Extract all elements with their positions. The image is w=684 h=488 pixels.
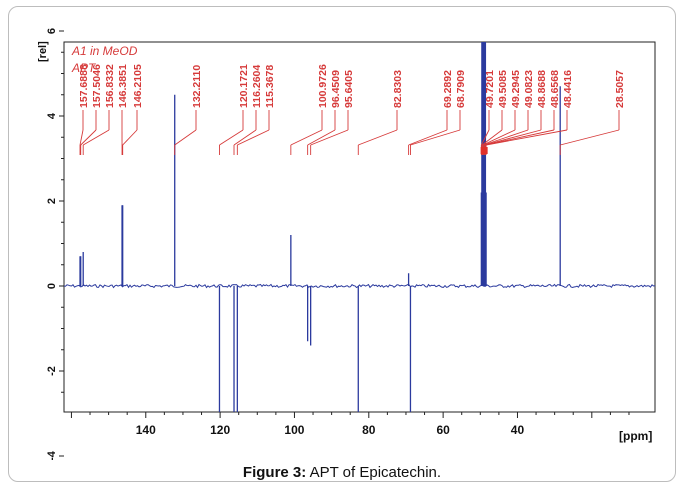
- y-tick-label: 2: [46, 198, 58, 204]
- x-tick-label: 60: [436, 423, 450, 437]
- peak-label-leader: [174, 129, 197, 146]
- peak-label-leader: [233, 129, 257, 146]
- peak-label-leader: [290, 129, 323, 146]
- peak-label-leader: [237, 129, 270, 146]
- y-tick-label: -2: [46, 366, 58, 376]
- x-tick-label: 140: [136, 423, 156, 437]
- peak-label-leader: [483, 129, 529, 146]
- peak-label: 82.8303: [392, 70, 404, 108]
- peak-label: 95.6405: [343, 70, 355, 108]
- peak-label: 116.2604: [251, 65, 263, 108]
- peak-label-leader: [485, 129, 555, 146]
- peak-label-leader: [481, 129, 503, 146]
- x-tick-label: 120: [210, 423, 230, 437]
- peak-label: 48.4416: [562, 70, 574, 108]
- peak-label-leader: [410, 129, 461, 146]
- peak-label: 68.7909: [455, 70, 467, 108]
- peak-label-leader: [310, 129, 349, 146]
- peak-label: 156.8332: [104, 64, 116, 108]
- figure-label: Figure 3:: [242, 464, 307, 481]
- peak-label-leader: [486, 129, 568, 146]
- peak-label-leader: [79, 129, 84, 146]
- baseline-noise: [63, 283, 656, 289]
- sample-label: A1 in MeOD: [71, 44, 138, 58]
- peak-label: 132.2110: [191, 65, 203, 108]
- x-tick-label: 40: [511, 423, 525, 437]
- peak-label: 146.3851: [117, 64, 129, 108]
- figure-card: [8, 6, 676, 482]
- solvent-peak-body: [481, 42, 487, 286]
- experiment-label: APT: [71, 61, 97, 75]
- peak-label-leader: [307, 129, 336, 146]
- spectrum-trace: [63, 42, 656, 412]
- y-axis-label: [rel]: [37, 41, 49, 62]
- x-axis-label: [ppm]: [619, 429, 652, 443]
- peak-label: 96.4509: [330, 70, 342, 108]
- caption-text: APT of Epicatechin.: [306, 464, 442, 481]
- peak-label-leader: [480, 129, 490, 146]
- peak-label: 120.1721: [238, 64, 250, 108]
- y-tick-label: -4: [46, 450, 58, 460]
- x-tick-label: 100: [284, 423, 304, 437]
- plot-frame: [63, 41, 656, 413]
- peak-label: 49.7201: [484, 70, 496, 108]
- peak-label-leader: [408, 129, 448, 146]
- peak-label: 157.6888: [78, 64, 90, 108]
- peak-label: 157.5046: [91, 64, 103, 108]
- peak-label: 49.2945: [510, 70, 522, 108]
- peak-label: 48.8688: [536, 70, 548, 108]
- peak-label-leader: [484, 129, 542, 146]
- peak-label-leader: [358, 129, 398, 146]
- y-tick-label: 0: [46, 283, 58, 289]
- peak-label-leader: [122, 129, 138, 146]
- peak-label-leader: [82, 129, 110, 146]
- peak-label: 49.0823: [523, 70, 535, 108]
- figure-caption: Figure 3: APT of Epicatechin.: [0, 464, 684, 481]
- y-tick-label: 6: [46, 28, 58, 34]
- peak-label: 115.3678: [264, 65, 276, 108]
- peak-label: 100.9726: [317, 64, 329, 108]
- x-tick-label: 80: [362, 423, 376, 437]
- peak-label: 49.5085: [497, 70, 509, 108]
- y-tick-label: 4: [46, 112, 58, 119]
- peak-label-leader: [560, 129, 620, 146]
- peak-label-leader: [80, 129, 97, 146]
- peak-label: 48.6568: [549, 70, 561, 108]
- peak-label: 28.5057: [614, 70, 626, 108]
- peak-label-leader: [482, 129, 516, 146]
- peak-labels: 157.6888 157.5046 156.8332 146.3851 146.2105…: [78, 64, 626, 155]
- peak-label: 146.2105: [132, 64, 144, 108]
- peak-marker: [480, 147, 488, 154]
- peak-label-leader: [219, 129, 244, 146]
- peak-label: 69.2892: [442, 70, 454, 108]
